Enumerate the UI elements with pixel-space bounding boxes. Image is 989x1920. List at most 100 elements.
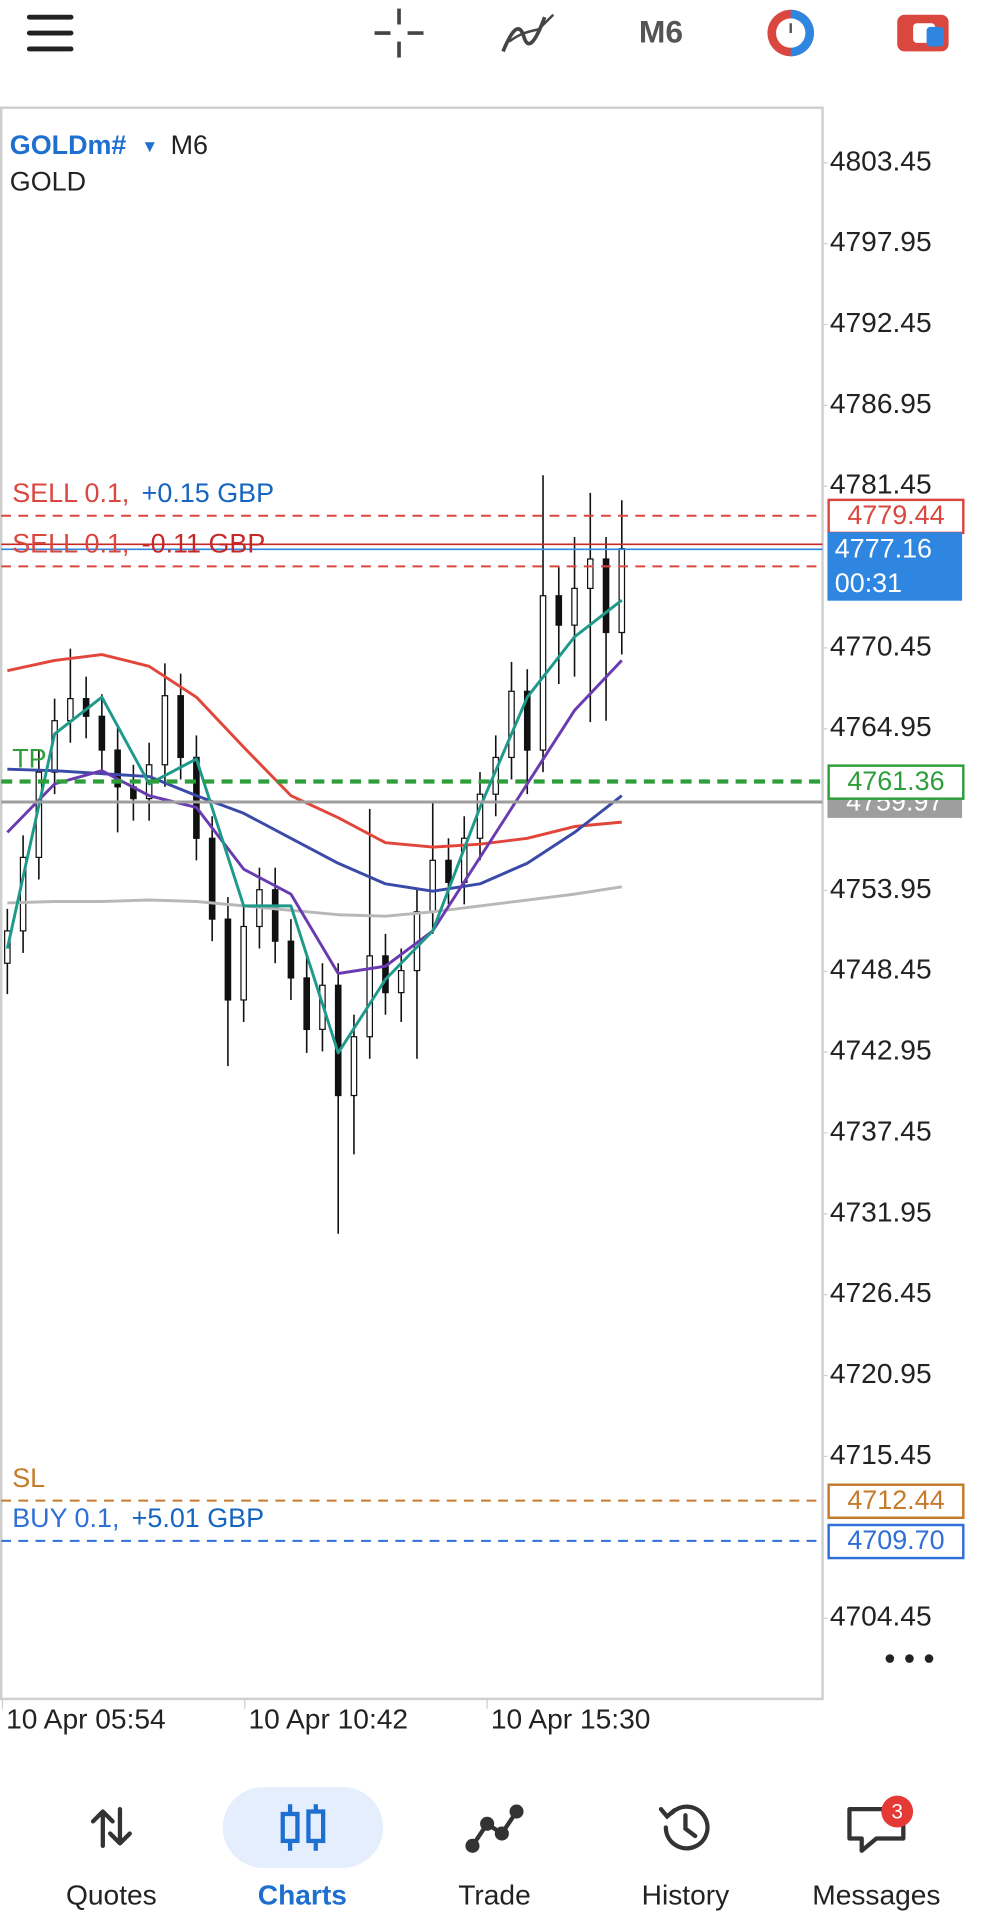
candle-body xyxy=(303,977,310,1030)
trade-icon-part[interactable] xyxy=(470,1810,519,1848)
candle-body xyxy=(429,859,437,913)
y-tick-label: 4720.95 xyxy=(830,1358,932,1389)
order-price: 4712.44 xyxy=(847,1485,944,1515)
order-label[interactable]: SL xyxy=(12,1463,45,1493)
x-tick-label: 10 Apr 05:54 xyxy=(6,1703,166,1734)
message-badge xyxy=(881,1795,914,1828)
menu-button[interactable] xyxy=(26,14,74,52)
candle-body xyxy=(271,889,279,942)
chart-frame xyxy=(0,106,824,1701)
chart-legend: GOLDm# ▼ M6 xyxy=(10,130,208,160)
bid-price-box xyxy=(827,532,963,601)
quotes-icon-part[interactable] xyxy=(90,1809,115,1848)
y-tick-label: 4715.45 xyxy=(830,1439,932,1470)
charts-icon-part[interactable] xyxy=(280,1811,300,1844)
y-tick-label: 4792.45 xyxy=(830,307,932,338)
trade-icon-part[interactable] xyxy=(480,1816,495,1831)
order-label[interactable]: TP xyxy=(12,744,46,774)
order-price-box xyxy=(827,1523,965,1560)
trade-icon-part[interactable] xyxy=(509,1804,524,1819)
order-price: 4761.36 xyxy=(847,766,944,796)
trade-icon-part[interactable] xyxy=(494,1826,509,1841)
order-text: SELL 0.1, xyxy=(12,478,129,508)
trade-clock-button-part[interactable] xyxy=(776,18,806,48)
bar-countdown: 00:31 xyxy=(835,568,902,598)
history-icon[interactable] xyxy=(658,1804,710,1851)
candle-body xyxy=(555,595,563,626)
order-profit: +0.15 GBP xyxy=(142,478,274,508)
candle-body xyxy=(397,969,405,994)
moving-average xyxy=(5,598,623,1055)
one-click-button-part[interactable] xyxy=(926,26,944,47)
nav-tab-label[interactable]: Quotes xyxy=(66,1880,157,1911)
indicators-button-part[interactable] xyxy=(501,16,547,53)
candle-body xyxy=(366,955,374,1038)
candle-body xyxy=(224,918,232,1001)
trade-icon-part[interactable] xyxy=(465,1838,480,1853)
quotes-icon[interactable] xyxy=(90,1806,132,1848)
history-icon-part[interactable] xyxy=(663,1804,710,1851)
symbol-dropdown[interactable]: ▼ xyxy=(141,135,158,155)
order-label[interactable]: SELL 0.1, +0.15 GBP xyxy=(12,478,274,508)
symbol-description: GOLD xyxy=(10,167,86,197)
history-icon-part[interactable] xyxy=(658,1806,677,1820)
candle-body xyxy=(350,1036,358,1097)
timeframe-button[interactable]: M6 xyxy=(639,14,683,50)
trade-icon[interactable] xyxy=(465,1804,524,1853)
y-tick-label: 4704.45 xyxy=(830,1601,932,1632)
y-tick-label: 4803.45 xyxy=(830,145,932,176)
more-button-part[interactable] xyxy=(885,1654,895,1663)
charts-icon-part[interactable] xyxy=(306,1809,326,1844)
candle-body xyxy=(208,837,216,920)
candle-body xyxy=(114,749,121,788)
charts-icon[interactable] xyxy=(280,1804,326,1851)
symbol[interactable]: GOLDm# xyxy=(10,130,127,160)
indicators-button-part[interactable] xyxy=(508,13,555,43)
order-profit: -0.11 GBP xyxy=(142,529,266,559)
nav-tab-label[interactable]: History xyxy=(642,1880,730,1911)
candle-body xyxy=(602,558,610,634)
quotes-icon-part[interactable] xyxy=(108,1806,132,1846)
bid-price: 4777.16 xyxy=(835,534,932,564)
y-tick-label: 4797.95 xyxy=(830,226,932,257)
x-tick-label: 10 Apr 15:30 xyxy=(491,1703,651,1734)
history-icon-part[interactable] xyxy=(683,1813,698,1839)
order-label[interactable]: SELL 0.1, -0.11 GBP xyxy=(12,529,265,559)
candle-body xyxy=(240,925,247,1001)
nav-tab-label[interactable]: Trade xyxy=(458,1880,530,1911)
candle-body xyxy=(523,690,531,751)
bottom-nav: Quotes Charts Trade History Messages xyxy=(66,1880,941,1911)
candle-body xyxy=(382,955,389,994)
chart-timeframe: M6 xyxy=(171,130,208,160)
more-button-part[interactable] xyxy=(924,1654,934,1663)
y-tick-label: 4748.45 xyxy=(830,954,932,985)
more-button[interactable] xyxy=(885,1654,934,1663)
nav-tab-label[interactable]: Messages xyxy=(812,1880,940,1911)
nav-tab-label[interactable]: Charts xyxy=(258,1880,347,1911)
one-click-button[interactable] xyxy=(897,14,949,52)
y-tick-label: 4737.45 xyxy=(830,1115,932,1146)
order-price: 4709.70 xyxy=(847,1525,944,1555)
y-tick-label: 4726.45 xyxy=(830,1277,932,1308)
y-tick-label: 4786.95 xyxy=(830,388,932,419)
crosshair-button[interactable] xyxy=(374,8,424,58)
order-profit: +5.01 GBP xyxy=(132,1503,264,1533)
candle-body xyxy=(334,984,342,1097)
moving-average xyxy=(7,885,623,918)
order-text: TP xyxy=(12,744,46,774)
candle-body xyxy=(67,698,74,722)
trade-clock-button[interactable] xyxy=(767,9,814,57)
indicators-button[interactable] xyxy=(501,13,555,53)
candle-body xyxy=(508,690,515,759)
more-button-part[interactable] xyxy=(905,1654,914,1663)
candle-body xyxy=(445,859,452,883)
order-price: 4779.44 xyxy=(847,500,944,530)
order-label[interactable]: BUY 0.1, +5.01 GBP xyxy=(12,1503,264,1533)
candle-body xyxy=(161,695,169,766)
candle-body xyxy=(618,548,626,634)
y-tick-label: 4731.95 xyxy=(830,1196,932,1227)
moving-average xyxy=(7,653,622,849)
y-tick-label: 4742.95 xyxy=(830,1035,932,1066)
